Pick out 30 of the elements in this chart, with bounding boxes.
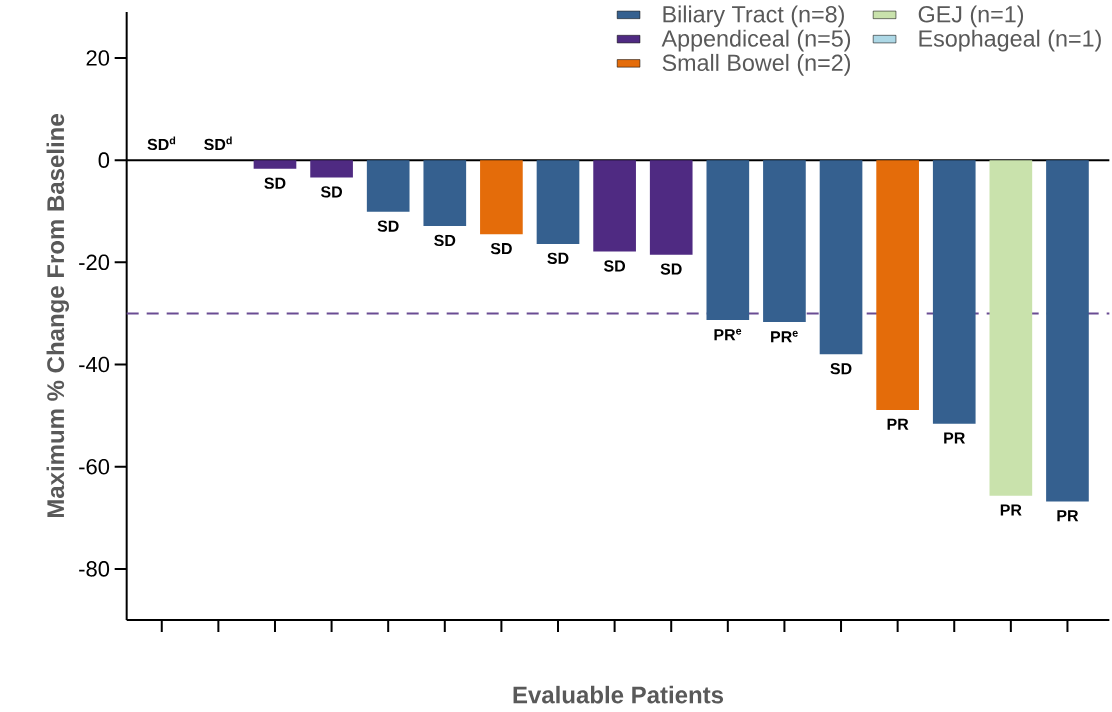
y-tick-label: -20 xyxy=(79,254,110,271)
legend-label: GEJ (n=1) xyxy=(918,5,1024,28)
legend-label: Biliary Tract (n=8) xyxy=(663,5,844,28)
y-tick-label: -60 xyxy=(79,458,110,475)
data-label: SD xyxy=(320,186,343,198)
y-tick-label: -40 xyxy=(79,356,110,373)
data-label: PR$^{e}$ xyxy=(771,330,798,343)
data-label: PR xyxy=(887,418,909,430)
x-axis-title: Evaluable Patients xyxy=(513,685,724,704)
data-label: SD xyxy=(490,242,512,255)
data-label: SD xyxy=(377,220,399,232)
y-axis-title: Maximum % Change From Baseline xyxy=(46,114,70,518)
data-label: PR xyxy=(1057,510,1079,522)
data-label: PR xyxy=(944,432,966,444)
data-label: PR$^{e}$ xyxy=(714,328,742,341)
data-label: SD xyxy=(603,260,626,272)
legend-label: Appendiceal (n=5) xyxy=(661,29,851,52)
y-tick-label: 0 xyxy=(98,152,110,168)
data-label: SD xyxy=(434,234,456,247)
data-label: SD$^{d}$ xyxy=(204,136,232,151)
data-label: SD xyxy=(547,252,569,264)
data-label: SD xyxy=(660,263,682,275)
data-label: SD xyxy=(830,363,852,375)
y-tick-label: 20 xyxy=(86,50,110,66)
data-label: SD xyxy=(264,177,286,189)
data-label: PR xyxy=(1000,504,1022,516)
legend-label: Esophageal (n=1) xyxy=(919,29,1101,52)
legend-label: Small Bowel (n=2) xyxy=(662,53,851,76)
data-label: SD$^{d}$ xyxy=(147,136,176,151)
y-tick-label: -80 xyxy=(79,561,110,577)
